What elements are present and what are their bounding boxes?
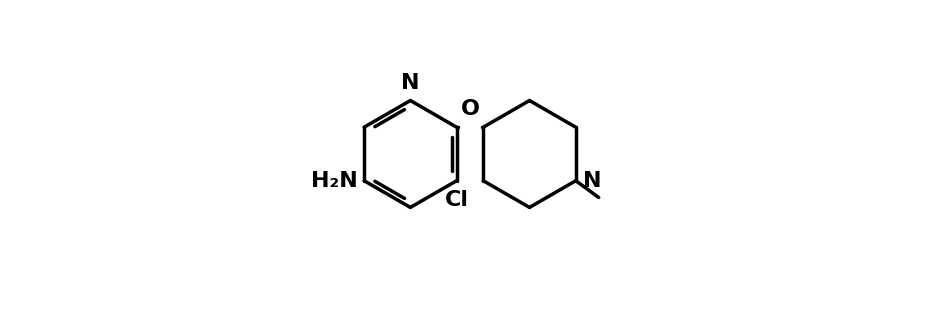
Text: N: N xyxy=(401,73,420,93)
Text: O: O xyxy=(461,99,480,119)
Text: N: N xyxy=(583,171,601,191)
Text: Cl: Cl xyxy=(445,190,468,210)
Text: H₂N: H₂N xyxy=(310,171,358,191)
